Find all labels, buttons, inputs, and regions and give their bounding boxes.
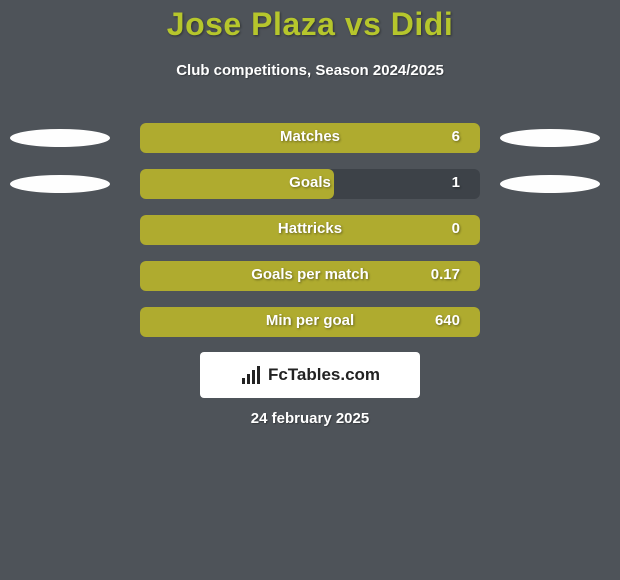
bar-chart-icon xyxy=(240,364,262,386)
page-subtitle: Club competitions, Season 2024/2025 xyxy=(0,62,620,79)
stat-bar-track xyxy=(140,307,480,337)
stat-bar-fill xyxy=(140,261,480,291)
brand-badge: FcTables.com xyxy=(200,352,420,398)
stat-bar-fill xyxy=(140,307,480,337)
stat-row: Min per goal640 xyxy=(0,307,620,337)
stat-bar-fill xyxy=(140,169,334,199)
stat-bar-track xyxy=(140,261,480,291)
right-value-ellipse xyxy=(500,175,600,193)
brand-text: FcTables.com xyxy=(268,365,380,385)
comparison-card: Jose Plaza vs Didi Club competitions, Se… xyxy=(0,0,620,580)
stat-bar-track xyxy=(140,215,480,245)
stat-row: Hattricks0 xyxy=(0,215,620,245)
stat-row: Goals per match0.17 xyxy=(0,261,620,291)
right-value-ellipse xyxy=(500,129,600,147)
page-title: Jose Plaza vs Didi xyxy=(0,6,620,43)
stat-rows: Matches6 Goals1 Hattricks0 Goals per match0… xyxy=(0,123,620,353)
left-value-ellipse xyxy=(10,129,110,147)
stat-bar-track xyxy=(140,169,480,199)
left-value-ellipse xyxy=(10,175,110,193)
stat-bar-fill xyxy=(140,123,480,153)
stat-row: Goals1 xyxy=(0,169,620,199)
snapshot-date: 24 february 2025 xyxy=(0,410,620,427)
stat-row: Matches6 xyxy=(0,123,620,153)
stat-bar-fill xyxy=(140,215,480,245)
stat-bar-track xyxy=(140,123,480,153)
